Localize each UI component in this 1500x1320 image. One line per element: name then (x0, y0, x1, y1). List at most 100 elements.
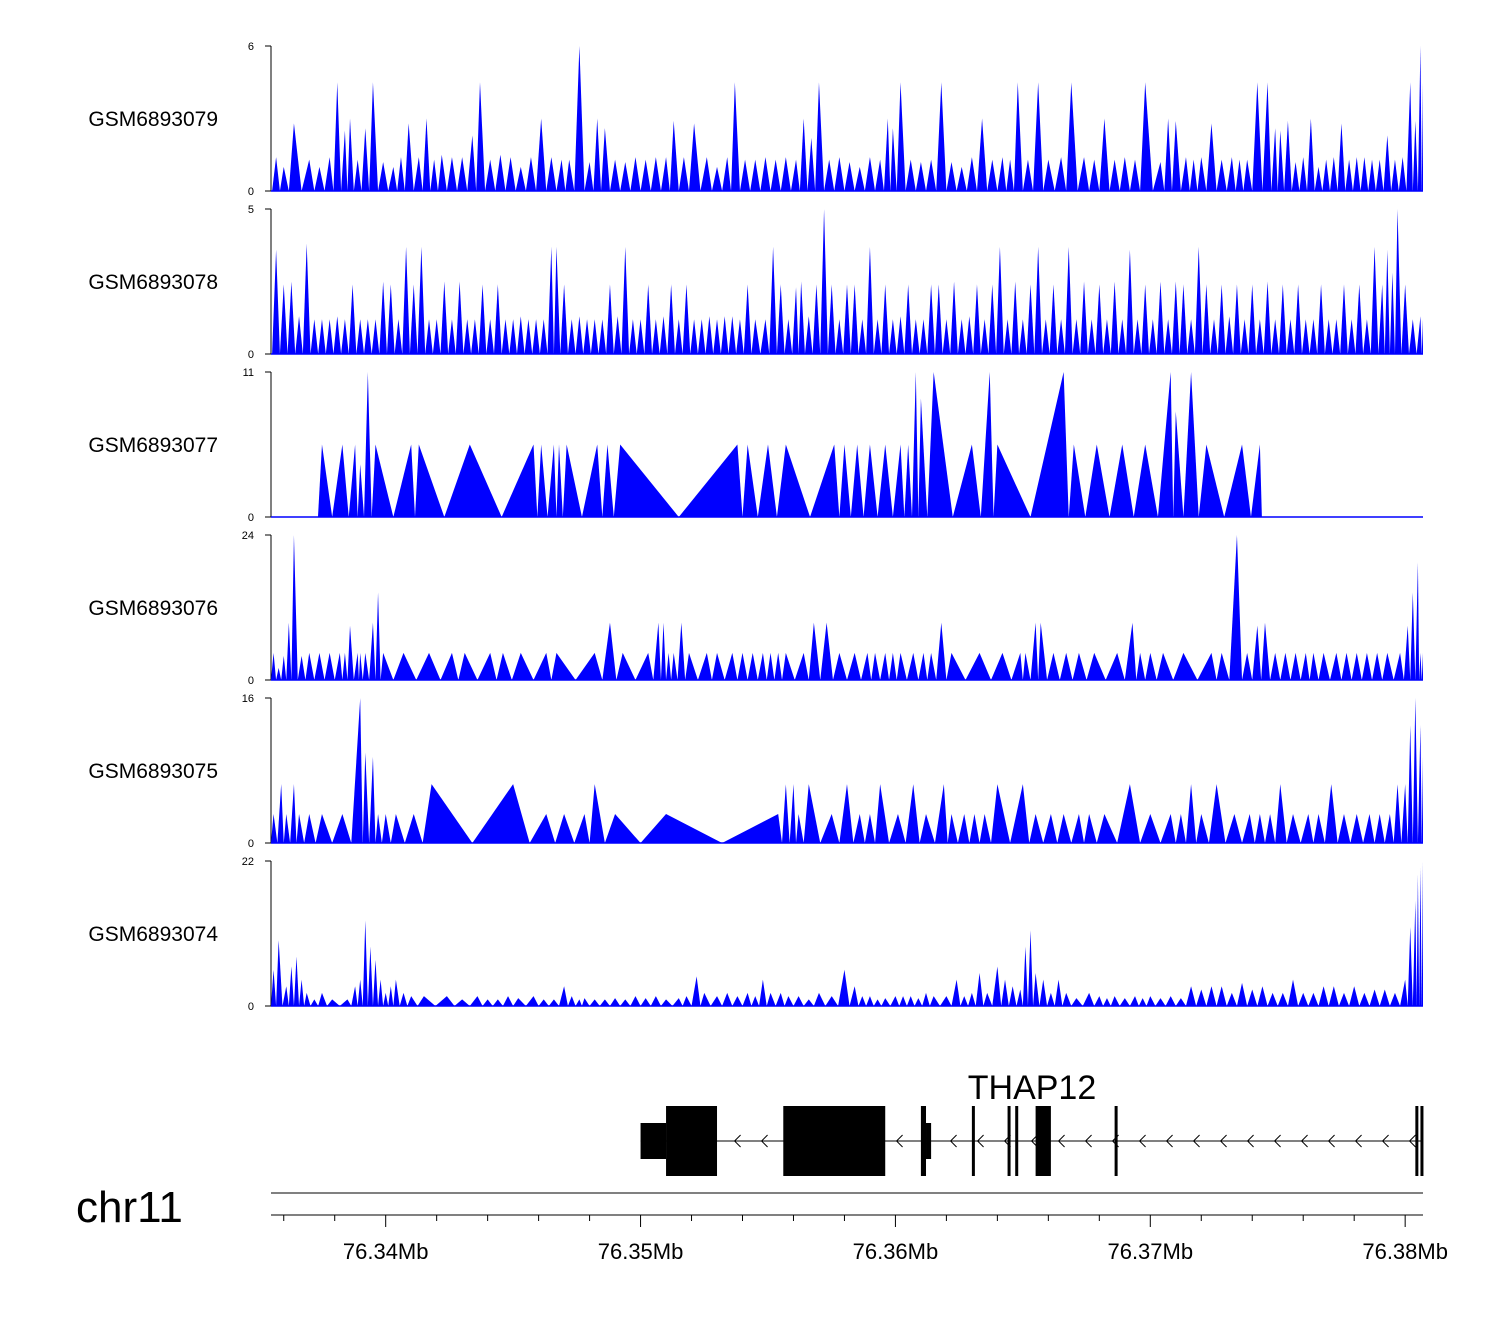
coverage-peak (613, 316, 622, 354)
coverage-peak (1256, 319, 1264, 354)
coverage-peak (1022, 159, 1034, 191)
coverage-peak (1041, 319, 1050, 354)
coverage-peak (1194, 246, 1203, 354)
coverage-peak (896, 82, 906, 191)
coverage-peak (1329, 157, 1338, 191)
coverage-peak (581, 444, 603, 517)
coverage-peak (1217, 284, 1226, 354)
coverage-peak (502, 996, 514, 1006)
coverage-peak (1062, 992, 1072, 1006)
coverage-peak (364, 319, 372, 354)
coverage-peak (635, 652, 654, 680)
coverage-peak (362, 652, 370, 680)
coverage-peak (362, 752, 370, 843)
coverage-peak (1280, 652, 1291, 680)
coverage-peak (283, 814, 291, 843)
coverage-peak (272, 249, 280, 354)
coverage-peak (380, 652, 394, 680)
strand-arrow (1057, 1134, 1065, 1148)
coverage-peak (861, 652, 872, 680)
coverage-peak (742, 992, 752, 1006)
coverage-peak (446, 157, 458, 191)
coverage-peak (1240, 319, 1249, 354)
coverage-peak (1156, 652, 1174, 680)
coverage-peak (739, 159, 751, 191)
coverage-peak (757, 444, 777, 517)
coverage-peak (1224, 444, 1251, 517)
coverage-peak (1277, 130, 1285, 191)
coverage-peak (339, 999, 352, 1006)
coverage-peak (794, 652, 809, 680)
coverage-peak (1087, 319, 1096, 354)
coverage-peak (890, 996, 900, 1006)
coverage-peak (604, 814, 641, 843)
coverage-peak (1270, 652, 1281, 680)
coverage-peak (672, 998, 683, 1006)
coverage-peak (804, 316, 813, 354)
coverage-peak (1363, 814, 1375, 843)
coverage-peak (996, 246, 1004, 354)
coverage-peak (839, 444, 851, 517)
coverage-peak (1233, 284, 1241, 354)
coverage-peak (1124, 622, 1137, 680)
coverage-peak (881, 284, 890, 354)
coverage-peak (1068, 444, 1086, 517)
coverage-peak (327, 999, 340, 1006)
coverage-peak (1152, 162, 1165, 191)
coverage-peak (1160, 814, 1176, 843)
coverage-peak (317, 444, 333, 517)
coverage-peak (983, 992, 993, 1006)
coverage-peak (973, 284, 981, 354)
coverage-peak (546, 157, 557, 191)
track-label: GSM6893078 (88, 271, 218, 294)
coverage-peak (724, 652, 738, 680)
coverage-peak (1257, 986, 1268, 1006)
coverage-peak (1374, 814, 1385, 843)
coverage-peak (784, 319, 793, 354)
coverage-peak (1393, 784, 1402, 843)
coverage-peak (536, 118, 547, 191)
coverage-peak (1421, 652, 1423, 680)
coverage-peak (1179, 284, 1188, 354)
coverage-peak (1262, 82, 1272, 191)
coverage-peak (341, 130, 348, 191)
coverage-peak (722, 814, 783, 843)
coverage-peak (435, 996, 455, 1006)
track-label: GSM6893074 (88, 923, 218, 946)
coverage-peak (444, 444, 502, 517)
coverage-peak (293, 956, 300, 1006)
coverage-peak (533, 652, 552, 680)
coverage-peak (1119, 998, 1130, 1006)
coverage-peak (1071, 814, 1085, 843)
coverage-peak (1332, 319, 1341, 354)
coverage-peak (279, 166, 289, 191)
y-tick-label-bottom: 0 (248, 349, 254, 361)
coverage-peak (782, 784, 790, 843)
coverage-peak (621, 246, 630, 354)
coverage-peak (1196, 989, 1207, 1006)
coverage-peak (1072, 652, 1087, 680)
coverage-peak (562, 444, 582, 517)
coverage-tracks: GSM689307960GSM689307850GSM6893077110GSM… (88, 41, 1423, 1013)
coverage-peak (1086, 652, 1106, 680)
coverage-peak (416, 652, 441, 680)
coverage-peak (824, 159, 835, 191)
coverage-peak (388, 166, 398, 191)
coverage-peak (992, 966, 1002, 1006)
coverage-peak (1140, 82, 1153, 191)
coverage-peak (404, 814, 423, 843)
coverage-peak (919, 319, 928, 354)
coverage-peak (810, 444, 840, 517)
coverage-peak (1370, 246, 1379, 354)
coverage-peak (1416, 316, 1422, 354)
coverage-peak (1389, 992, 1401, 1006)
coverage-peak (1013, 82, 1023, 191)
coverage-peak (1248, 284, 1257, 354)
coverage-peak (956, 166, 967, 191)
coverage-peak (525, 157, 537, 191)
coverage-peak (691, 976, 701, 1006)
coverage-peak (1368, 159, 1376, 191)
coverage-peak (1027, 930, 1034, 1006)
coverage-peak (371, 444, 394, 517)
